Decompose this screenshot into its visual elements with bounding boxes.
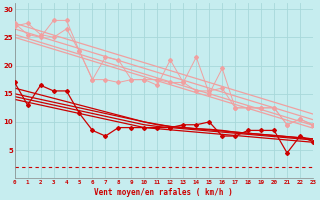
X-axis label: Vent moyen/en rafales ( km/h ): Vent moyen/en rafales ( km/h ) bbox=[94, 188, 233, 197]
